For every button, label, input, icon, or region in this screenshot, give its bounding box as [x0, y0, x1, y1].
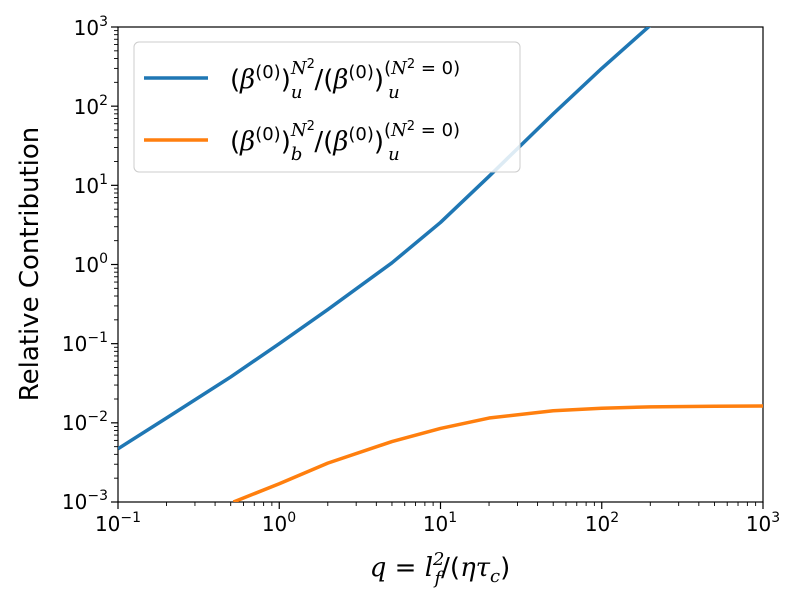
x-tick-label-4: 103	[746, 510, 780, 536]
x-tick-label-3: 102	[585, 510, 619, 536]
x-tick-labels: 10−1 100 101 102 103	[95, 510, 780, 536]
legend-box	[133, 41, 521, 173]
x-tick-label-1: 100	[262, 510, 296, 536]
y-axis-label: Relative Contribution	[15, 127, 45, 402]
x-tick-label-2: 101	[423, 510, 457, 536]
x-axis-label: q = l2 f/(ητc)	[370, 549, 511, 589]
x-axis-ticks	[117, 502, 764, 509]
y-tick-label-1: 10−2	[62, 409, 108, 435]
y-tick-label-6: 103	[74, 14, 108, 40]
y-tick-label-0: 10−3	[62, 488, 108, 514]
x-tick-label-0: 10−1	[95, 510, 141, 536]
y-tick-label-4: 101	[74, 172, 108, 198]
series-line-blue	[118, 27, 652, 451]
y-tick-labels: 10−3 10−2 10−1 100 101 102 103	[62, 14, 108, 514]
series-line-orange	[232, 404, 763, 502]
y-tick-label-2: 10−1	[62, 330, 108, 356]
y-tick-label-5: 102	[74, 93, 108, 119]
y-tick-label-3: 100	[74, 251, 108, 277]
legend: (β(0))N2 u/(β(0))(N2 = 0) u (β(0))N2 b/(β(0…	[133, 41, 521, 173]
y-axis-ticks	[111, 26, 118, 503]
